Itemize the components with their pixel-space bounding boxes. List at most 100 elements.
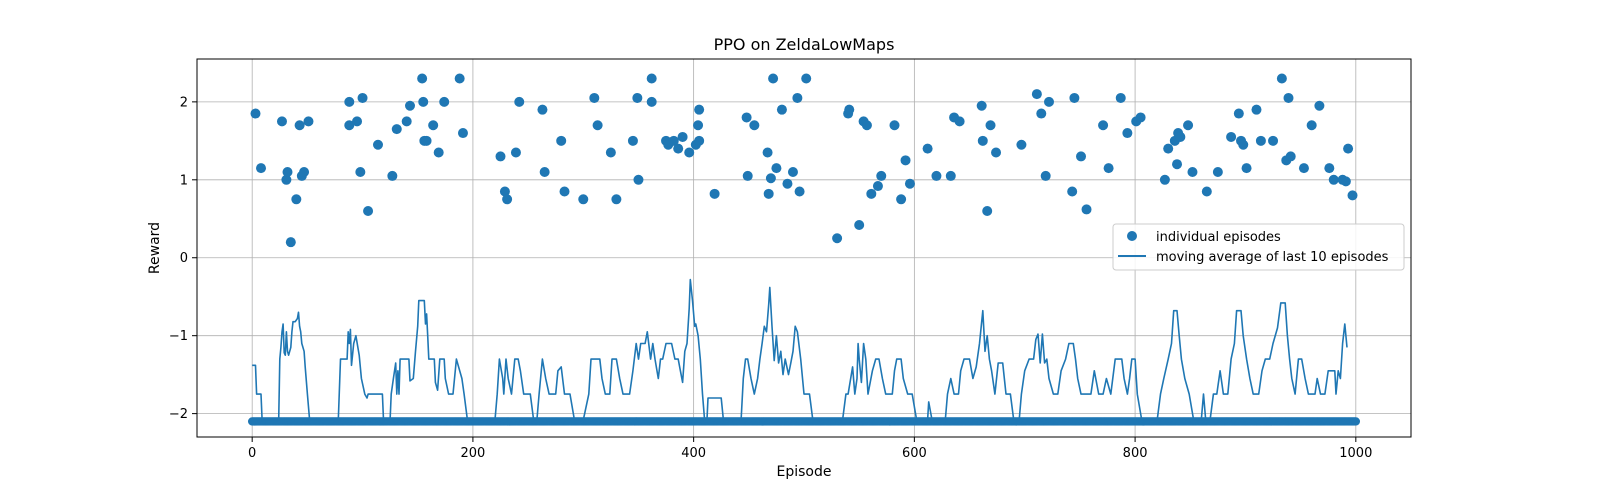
episode-point [742,170,753,181]
x-tick-label: 600 [902,446,927,461]
episode-point [1328,174,1339,185]
episode-point [900,155,911,166]
episode-point [256,163,267,174]
episode-point [1238,139,1249,150]
episode-point [303,116,314,127]
episode-point [1044,96,1055,107]
episode-point [1067,186,1078,197]
episode-point [539,167,550,178]
episode-point [876,170,887,181]
episode-point [1103,163,1114,174]
episode-point [991,147,1002,158]
episode-point [1226,131,1237,142]
episode-point [391,124,402,135]
legend: individual episodes moving average of la… [1112,223,1405,271]
episode-point [291,194,302,205]
episode-point [1343,143,1354,154]
episode-point [844,104,855,115]
legend-box [1112,223,1405,271]
episode-point [401,116,412,127]
episode-point [344,120,355,131]
episode-point [762,147,773,158]
episode-point [1122,128,1133,139]
episode-point [457,128,468,139]
x-tick-label: 1000 [1339,446,1372,461]
episode-point [673,143,684,154]
episode-point [372,139,383,150]
episode-point [931,170,942,181]
y-tick-label: 0 [180,251,188,266]
episode-point [387,170,398,181]
episode-point [776,104,787,115]
episode-point [1340,176,1351,187]
episode-point [765,173,776,184]
episode-point [281,174,292,185]
episode-point [684,147,695,158]
episode-point [787,167,798,178]
episode-point [589,92,600,103]
episode-point [454,73,465,84]
ticks-layer: 0 200 400 600 800 1000 −2 −1 0 1 2 [169,95,1373,461]
episode-point [768,73,779,84]
moving-average-line [252,278,1348,423]
episode-point [1276,73,1287,84]
episode-point [1081,204,1092,215]
episode-point [1031,89,1042,100]
episode-point [294,120,305,131]
episode-point [1283,92,1294,103]
x-tick-label: 0 [248,446,256,461]
episode-point [556,135,567,146]
episode-point [945,170,956,181]
episode-point [439,96,450,107]
episode-point [632,92,643,103]
episode-point [502,194,513,205]
episode-point [417,73,428,84]
episode-point [985,120,996,131]
episode-point [749,120,760,131]
episode-point [982,205,993,216]
episode-point [1069,92,1080,103]
y-tick-label: 1 [180,173,188,188]
episode-point [1076,151,1087,162]
episode-point [954,116,965,127]
y-axis-label: Reward [147,222,163,274]
episode-point [1159,174,1170,185]
episode-point [771,163,782,174]
episode-point [627,135,638,146]
episode-point [1115,92,1126,103]
y-tick-label: −2 [169,407,188,422]
episode-point [1314,100,1325,111]
episode-point [250,108,261,119]
episode-point [285,237,296,248]
episode-point [741,112,752,123]
plot-frame [196,58,1412,438]
episode-point [276,116,287,127]
episode-point [866,188,877,199]
episode-point [782,178,793,189]
episode-point [1212,167,1223,178]
grid-layer [197,59,1411,437]
episode-point [514,96,525,107]
episode-point [1183,120,1194,131]
y-tick-label: 2 [180,95,188,110]
episode-point [559,186,570,197]
episode-point [801,73,812,84]
episode-point [1251,104,1262,115]
episode-point [344,96,355,107]
episode-point [510,147,521,158]
episode-point [633,174,644,185]
episode-point [694,135,705,146]
episode-point [832,233,843,244]
moving-average-layer [252,278,1348,423]
episode-point [1201,186,1212,197]
episode-point [977,135,988,146]
episode-point [861,120,872,131]
episode-point [537,104,548,115]
legend-label-individual-episodes: individual episodes [1156,230,1281,245]
episode-point [1016,139,1027,150]
legend-label-moving-average: moving average of last 10 episodes [1156,250,1389,265]
episode-point [405,100,416,111]
episode-point [1172,159,1183,170]
